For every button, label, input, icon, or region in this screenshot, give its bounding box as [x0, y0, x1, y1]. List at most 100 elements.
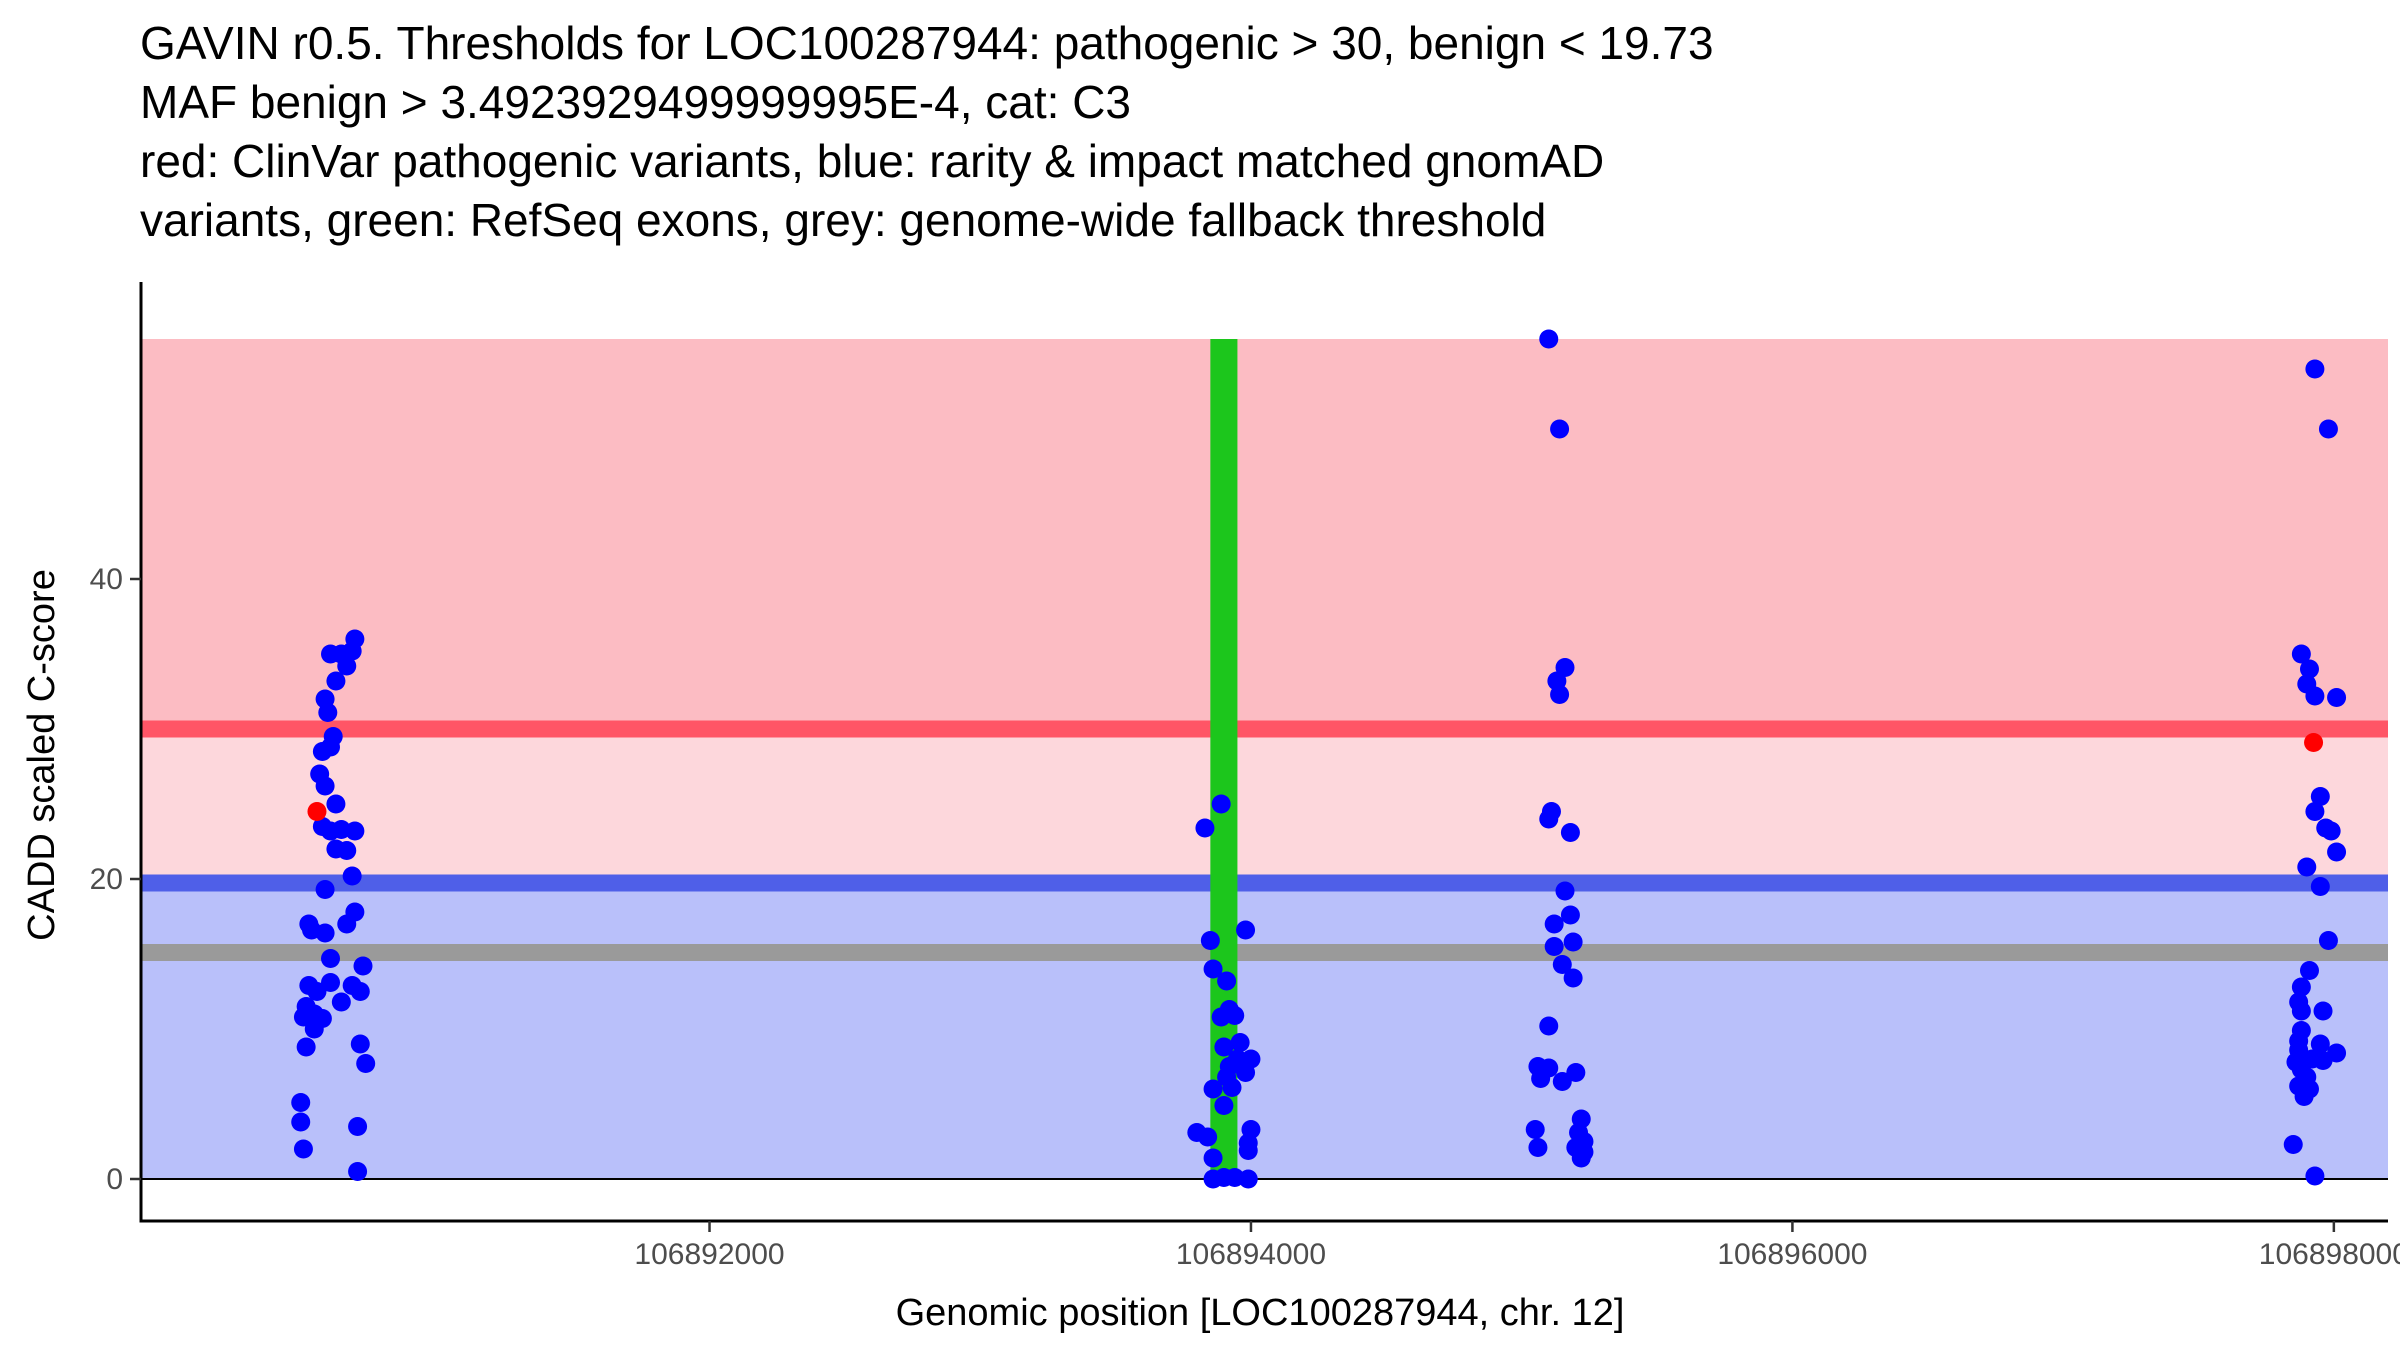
band-0 — [141, 339, 2388, 729]
gnomad-point-34 — [331, 992, 351, 1012]
gnomad-point-66 — [1214, 1096, 1234, 1115]
gnomad-point-41 — [296, 1037, 316, 1057]
clinvar-point-1 — [2304, 733, 2324, 752]
gnomad-point-121 — [2299, 961, 2319, 980]
gnomad-point-81 — [1550, 685, 1570, 704]
gnomad-point-139 — [2283, 1135, 2303, 1154]
gnomad-point-44 — [291, 1112, 311, 1132]
gnomad-point-27 — [321, 949, 341, 968]
gnomad-point-128 — [2310, 1034, 2330, 1054]
gnomad-point-102 — [1528, 1138, 1548, 1157]
gnomad-point-90 — [1552, 955, 1572, 974]
gnomad-point-117 — [2327, 842, 2347, 862]
gnomad-point-56 — [1225, 1006, 1245, 1025]
gnomad-point-13 — [326, 794, 346, 814]
gnomad-point-118 — [2297, 857, 2317, 877]
x-tick-label-2: 106896000 — [1717, 1238, 1867, 1271]
gnomad-point-45 — [348, 1117, 368, 1136]
y-tick-label-1: 20 — [90, 863, 123, 896]
gnomad-point-26 — [315, 923, 335, 943]
threshold-bands — [141, 339, 2388, 1179]
gnomad-point-42 — [356, 1054, 376, 1073]
axis-ticks: 106892000 106894000 106896000 106898000 0 20 4… — [90, 563, 2400, 1271]
gnomad-point-86 — [1560, 905, 1580, 925]
gnomad-point-111 — [2305, 686, 2325, 706]
gnomad-point-99 — [1525, 1120, 1545, 1139]
axes — [139, 282, 2388, 1223]
gnomad-point-30 — [307, 982, 327, 1001]
gnomad-point-138 — [2294, 1087, 2314, 1106]
title-line-1: GAVIN r0.5. Thresholds for LOC100287944:… — [140, 17, 1714, 69]
gnomad-point-5 — [326, 671, 346, 691]
gnomad-point-40 — [350, 1034, 370, 1054]
gnomad-point-83 — [1539, 809, 1559, 829]
gnomad-point-24 — [337, 914, 357, 934]
gnomad-point-105 — [1571, 1148, 1591, 1168]
x-tick-label-0: 106892000 — [634, 1238, 784, 1271]
gnomad-point-119 — [2310, 877, 2330, 896]
gnomad-point-140 — [2305, 1166, 2325, 1186]
gnomad-point-89 — [1544, 937, 1564, 956]
gnomad-point-72 — [1203, 1148, 1223, 1168]
gnomad-point-97 — [1552, 1072, 1572, 1091]
gnomad-point-88 — [1563, 932, 1583, 952]
gnomad-point-43 — [291, 1093, 311, 1112]
gnomad-point-48 — [1211, 794, 1231, 814]
title-line-4: variants, green: RefSeq exons, grey: gen… — [140, 194, 1547, 246]
gnomad-point-113 — [2310, 787, 2330, 806]
gnomad-point-62 — [1236, 1063, 1256, 1082]
gnomad-point-19 — [337, 841, 357, 860]
gnomad-point-108 — [2291, 644, 2311, 664]
gnomad-point-124 — [2291, 1001, 2311, 1021]
gnomad-point-3 — [321, 644, 341, 664]
gnomad-point-52 — [1203, 959, 1223, 979]
gnomad-point-4 — [337, 656, 357, 676]
gnomad-point-85 — [1555, 881, 1575, 901]
gnomad-point-87 — [1544, 914, 1564, 934]
band-1 — [141, 729, 2388, 884]
gnomad-point-50 — [1236, 920, 1256, 940]
gnomad-point-92 — [1539, 1016, 1559, 1036]
gnomad-point-39 — [304, 1019, 324, 1039]
title-line-3: red: ClinVar pathogenic variants, blue: … — [140, 135, 1605, 187]
gnomad-point-76 — [1238, 1169, 1258, 1189]
threshold-lines — [141, 720, 2388, 961]
gnomad-point-109 — [2299, 659, 2319, 679]
gnomad-point-57 — [1230, 1033, 1250, 1052]
gnomad-point-31 — [321, 973, 341, 992]
gnomad-point-7 — [318, 703, 338, 722]
gnomad-point-120 — [2318, 931, 2338, 950]
clinvar-point-0 — [307, 802, 327, 821]
gnomad-point-46 — [293, 1139, 313, 1159]
x-tick-label-1: 106894000 — [1176, 1238, 1326, 1271]
gnomad-point-49 — [1195, 818, 1215, 838]
gnomad-point-47 — [348, 1162, 368, 1181]
gnomad-point-107 — [2318, 419, 2338, 439]
gnomad-point-78 — [1550, 419, 1570, 439]
gnomad-point-96 — [1531, 1069, 1551, 1088]
gnomad-point-77 — [1539, 329, 1559, 349]
band-2 — [141, 883, 2388, 1179]
gnomad-point-17 — [345, 821, 365, 841]
y-tick-label-2: 40 — [90, 563, 123, 596]
chart-title: GAVIN r0.5. Thresholds for LOC100287944:… — [140, 14, 2360, 250]
x-tick-label-3: 106898000 — [2259, 1238, 2400, 1271]
gnomad-point-91 — [1563, 968, 1583, 988]
gnomad-point-122 — [2291, 977, 2311, 997]
gnomad-point-134 — [2313, 1051, 2333, 1070]
gnomad-point-114 — [2305, 802, 2325, 821]
gnomad-point-28 — [353, 956, 373, 976]
gnomad-point-112 — [2327, 688, 2347, 707]
gnomad-point-58 — [1214, 1037, 1234, 1057]
y-tick-label-0: 0 — [106, 1163, 123, 1196]
gnomad-point-125 — [2313, 1001, 2333, 1021]
gnomad-point-10 — [321, 737, 341, 757]
variant-points — [291, 329, 2347, 1189]
gnomad-point-12 — [315, 776, 335, 796]
gnomad-point-106 — [2305, 359, 2325, 379]
gnomad-point-53 — [1217, 971, 1237, 991]
gnomad-point-71 — [1238, 1141, 1258, 1160]
gnomad-point-116 — [2321, 821, 2341, 841]
gnomad-point-21 — [315, 880, 335, 899]
